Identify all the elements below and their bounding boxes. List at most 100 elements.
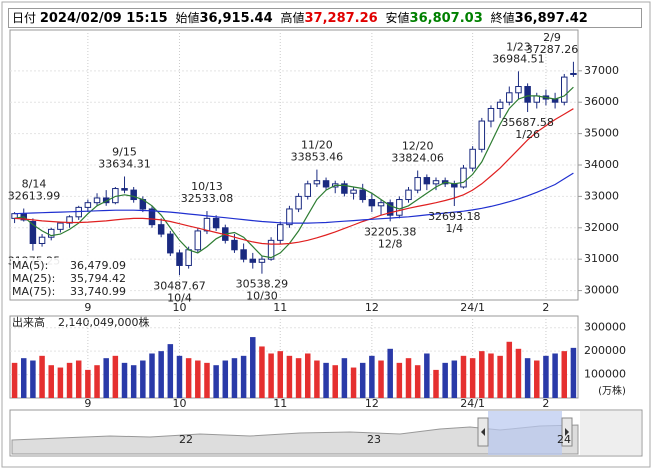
candle-body (386, 202, 394, 216)
navigator-window[interactable] (488, 411, 562, 455)
navigator-right-area (580, 411, 641, 455)
volume-bar (424, 353, 430, 398)
candle-body (157, 224, 165, 235)
y-tick-label: 30000 (584, 284, 619, 297)
volume-bar (405, 358, 412, 398)
candle-body (423, 177, 431, 185)
candle-body (93, 197, 101, 204)
candle-body (11, 213, 18, 219)
candle-body (176, 252, 183, 266)
volume-bar (158, 351, 164, 398)
header-value: 37,287.26 (304, 11, 378, 26)
annotation-price: 32693.18 (428, 210, 481, 223)
annotation-date: 11/20 (301, 139, 333, 152)
header-value: 36,807.03 (409, 11, 483, 26)
annotation-date: 1/26 (515, 128, 540, 141)
volume-bar (543, 355, 549, 398)
y-tick-label: 35000 (584, 127, 619, 140)
candle-body (432, 180, 440, 185)
volume-bar (378, 360, 384, 398)
candle-body (478, 120, 486, 150)
legend-value: 36,479.09 (70, 259, 126, 272)
volume-bar (222, 360, 229, 398)
volume-bar (387, 348, 393, 398)
candle-body (258, 258, 266, 263)
candle-body (359, 189, 366, 201)
volume-bar (250, 337, 256, 398)
header-label: 終値 (490, 11, 515, 25)
volume-bar (561, 351, 568, 398)
volume-unit: (万株) (598, 384, 626, 397)
volume-bar (240, 355, 247, 398)
candle-body (377, 202, 385, 207)
candle-body (405, 189, 412, 201)
candle-body (533, 95, 541, 103)
volume-bar (433, 369, 439, 398)
volume-bar (48, 365, 54, 398)
volume-bar (451, 360, 458, 398)
volume-bar (20, 358, 27, 398)
candle-body (57, 222, 64, 230)
candle-body (295, 195, 302, 210)
header-label: 高値 (280, 11, 305, 25)
volume-bar (286, 355, 293, 398)
volume-tick-label: 200000 (584, 344, 626, 357)
arrow-left (481, 428, 485, 436)
header: 日付 2024/02/09 15:15 始値36,915.44 高値37,287… (8, 8, 642, 28)
candle-body (84, 202, 92, 208)
volume-bar (524, 358, 531, 398)
candle-body (148, 208, 156, 226)
volume-bar (213, 365, 219, 398)
volume-label: 出来高 (12, 315, 45, 329)
header-value: 36,897.42 (514, 11, 588, 26)
moving-average-line (14, 86, 574, 259)
volume-bar (488, 353, 494, 398)
candle-body (561, 76, 568, 103)
volume-bar (442, 362, 448, 398)
volume-bar (39, 355, 45, 398)
volume-bar (94, 365, 100, 398)
header-label: 日付 (12, 11, 37, 25)
annotation-price: 37287.26 (526, 43, 579, 56)
arrow-right (565, 428, 569, 436)
volume-bar (314, 360, 320, 398)
volume-bar (277, 351, 284, 398)
candle-body (304, 183, 311, 197)
x-tick-label: 12 (365, 397, 379, 410)
header-label: 始値 (175, 11, 200, 25)
volume-bar (112, 355, 119, 398)
x-tick-label: 9 (84, 301, 91, 314)
candle-body (487, 107, 495, 122)
navigator-overview (11, 424, 579, 455)
candle-body (277, 224, 284, 241)
candle-body (496, 101, 504, 109)
volume-bar (515, 348, 522, 398)
volume-bar (369, 355, 375, 398)
header-value: 2024/02/09 15:15 (39, 11, 168, 26)
volume-bar (176, 355, 183, 398)
volume-bar (460, 355, 467, 398)
x-tick-label: 11 (273, 301, 287, 314)
volume-tick-label: 300000 (584, 321, 626, 334)
x-tick-label: 11 (273, 397, 287, 410)
moving-average-line (14, 172, 574, 224)
navigator-label: 22 (179, 433, 193, 446)
volume-bar (552, 353, 558, 398)
volume-bar (570, 347, 577, 398)
header-label: 安値 (385, 11, 410, 25)
candle-body (368, 199, 376, 207)
annotation-date: 10/4 (167, 291, 192, 304)
annotation-date: 9/15 (112, 145, 137, 158)
annotation-date: 10/30 (246, 290, 278, 303)
volume-total: 2,140,049,000株 (58, 315, 149, 329)
candle-body (38, 236, 46, 244)
x-tick-label: 9 (84, 397, 91, 410)
annotation-price: 32613.99 (8, 190, 61, 203)
volume-bar (149, 353, 155, 398)
candle-body (570, 72, 577, 75)
annotation-price: 32533.08 (181, 192, 234, 205)
volume-bar (130, 365, 137, 398)
